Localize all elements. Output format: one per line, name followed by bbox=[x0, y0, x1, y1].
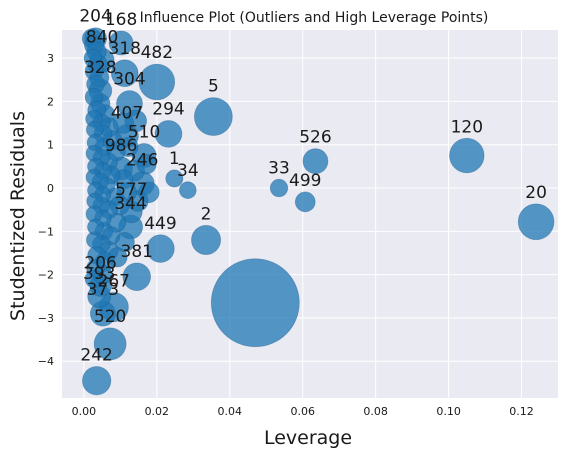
data-point bbox=[269, 178, 289, 198]
point-label: 449 bbox=[144, 214, 176, 234]
point-label: 5 bbox=[208, 77, 219, 97]
data-point bbox=[93, 327, 127, 361]
point-label: 120 bbox=[451, 117, 483, 137]
point-label: 1 bbox=[169, 149, 180, 169]
point-label: 520 bbox=[94, 307, 126, 327]
point-label: 34 bbox=[177, 161, 199, 181]
y-tick-label: 2 bbox=[47, 95, 54, 108]
point-label: 20 bbox=[525, 183, 547, 203]
x-tick-label: 0.04 bbox=[218, 405, 243, 418]
point-label: 373 bbox=[87, 280, 119, 300]
point-label: 344 bbox=[114, 194, 146, 214]
point-label: 499 bbox=[289, 171, 321, 191]
data-points bbox=[81, 27, 555, 396]
data-point bbox=[87, 218, 104, 236]
x-tick-label: 0.02 bbox=[145, 405, 170, 418]
point-label: 510 bbox=[128, 123, 160, 143]
x-tick-label: 0.10 bbox=[436, 405, 461, 418]
y-tick-label: 0 bbox=[47, 182, 54, 195]
point-label: 267 bbox=[98, 271, 130, 291]
x-tick-label: 0.08 bbox=[363, 405, 388, 418]
y-tick-label: −2 bbox=[38, 269, 54, 282]
point-label: 381 bbox=[121, 242, 153, 262]
y-tick-label: 1 bbox=[47, 139, 54, 152]
y-tick-label: −1 bbox=[38, 225, 54, 238]
data-point bbox=[136, 154, 157, 175]
data-point bbox=[107, 247, 128, 268]
point-label: 33 bbox=[268, 158, 290, 178]
point-label: 986 bbox=[105, 136, 137, 156]
data-point bbox=[449, 137, 485, 174]
point-label: 840 bbox=[86, 27, 118, 47]
data-point bbox=[138, 181, 160, 204]
data-point bbox=[517, 203, 555, 241]
data-point bbox=[210, 258, 300, 348]
data-point bbox=[118, 136, 139, 157]
point-label: 294 bbox=[152, 100, 184, 120]
x-tick-label: 0.00 bbox=[72, 405, 97, 418]
x-tick-label: 0.06 bbox=[290, 405, 315, 418]
point-label: 526 bbox=[299, 128, 331, 148]
data-point bbox=[82, 366, 112, 396]
data-point bbox=[122, 262, 151, 291]
chart-title: Influence Plot (Outliers and High Levera… bbox=[140, 10, 489, 26]
y-tick-label: −4 bbox=[38, 355, 54, 368]
data-point bbox=[108, 30, 134, 56]
data-point bbox=[154, 120, 183, 148]
data-point bbox=[84, 269, 104, 289]
y-axis-ticks: 3 2 1 0 −1 −2 −3 −4 bbox=[38, 52, 54, 368]
data-point bbox=[191, 224, 222, 255]
data-point bbox=[165, 169, 184, 188]
point-label: 206 bbox=[84, 254, 116, 274]
point-label: 577 bbox=[115, 180, 147, 200]
point-label: 2 bbox=[201, 204, 212, 224]
point-labels: 5204821205202267242449381294318304526373… bbox=[79, 7, 547, 366]
point-label: 204 bbox=[79, 7, 111, 27]
point-label: 407 bbox=[111, 104, 143, 124]
x-axis-label: Leverage bbox=[264, 427, 352, 449]
x-tick-label: 0.12 bbox=[509, 405, 534, 418]
y-tick-label: −3 bbox=[38, 312, 54, 325]
point-label: 242 bbox=[80, 345, 112, 365]
point-label: 246 bbox=[126, 151, 158, 171]
point-label: 328 bbox=[84, 58, 116, 78]
data-point bbox=[193, 97, 233, 136]
data-point bbox=[294, 191, 316, 213]
data-point bbox=[179, 181, 197, 199]
data-point bbox=[110, 59, 139, 88]
point-label: 168 bbox=[105, 10, 137, 30]
point-label: 304 bbox=[113, 70, 145, 90]
data-point bbox=[138, 63, 176, 101]
data-point bbox=[146, 234, 175, 263]
point-label: 318 bbox=[109, 39, 141, 59]
point-label: 393 bbox=[83, 264, 115, 284]
x-axis-ticks: 0.00 0.02 0.04 0.06 0.08 0.10 0.12 bbox=[72, 405, 534, 418]
data-point bbox=[302, 148, 329, 175]
y-tick-label: 3 bbox=[47, 52, 54, 65]
point-label: 482 bbox=[141, 43, 173, 63]
y-axis-label: Studentized Residuals bbox=[7, 111, 29, 321]
